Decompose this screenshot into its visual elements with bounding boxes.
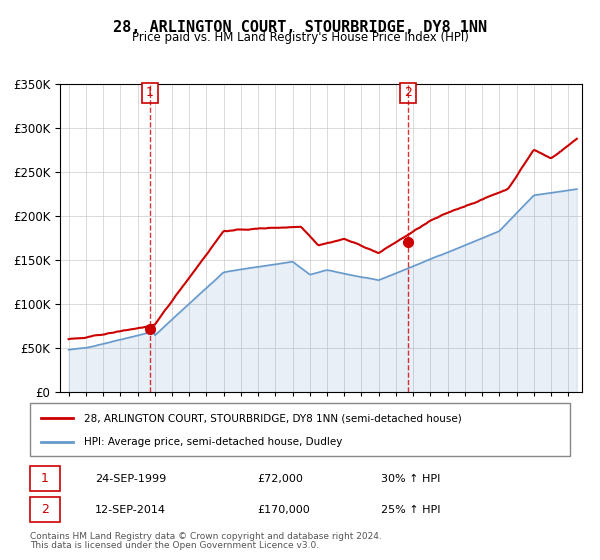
Text: £72,000: £72,000 [257, 474, 302, 484]
Text: 28, ARLINGTON COURT, STOURBRIDGE, DY8 1NN: 28, ARLINGTON COURT, STOURBRIDGE, DY8 1N… [113, 20, 487, 35]
Text: 24-SEP-1999: 24-SEP-1999 [95, 474, 166, 484]
Text: This data is licensed under the Open Government Licence v3.0.: This data is licensed under the Open Gov… [30, 541, 319, 550]
FancyBboxPatch shape [30, 403, 570, 456]
Text: Contains HM Land Registry data © Crown copyright and database right 2024.: Contains HM Land Registry data © Crown c… [30, 532, 382, 541]
Text: Price paid vs. HM Land Registry's House Price Index (HPI): Price paid vs. HM Land Registry's House … [131, 31, 469, 44]
Text: 2: 2 [404, 86, 412, 99]
Text: HPI: Average price, semi-detached house, Dudley: HPI: Average price, semi-detached house,… [84, 436, 343, 446]
FancyBboxPatch shape [30, 466, 60, 492]
Text: 28, ARLINGTON COURT, STOURBRIDGE, DY8 1NN (semi-detached house): 28, ARLINGTON COURT, STOURBRIDGE, DY8 1N… [84, 413, 462, 423]
Text: 2: 2 [41, 503, 49, 516]
Text: £170,000: £170,000 [257, 505, 310, 515]
FancyBboxPatch shape [30, 497, 60, 522]
Text: 1: 1 [41, 472, 49, 486]
Text: 25% ↑ HPI: 25% ↑ HPI [381, 505, 440, 515]
Text: 30% ↑ HPI: 30% ↑ HPI [381, 474, 440, 484]
Text: 1: 1 [146, 86, 154, 99]
Text: 12-SEP-2014: 12-SEP-2014 [95, 505, 166, 515]
